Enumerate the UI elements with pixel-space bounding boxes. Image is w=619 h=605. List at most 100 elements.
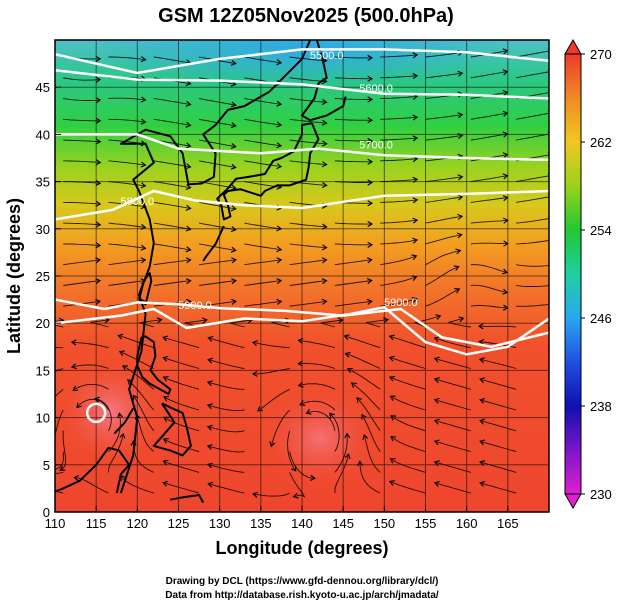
x-tick-label: 110 (45, 516, 66, 531)
wind-streamline-arrow-icon (305, 408, 312, 415)
streamline (334, 77, 372, 80)
streamline (71, 341, 109, 349)
streamline (380, 158, 418, 162)
wind-streamline-arrow-icon (206, 444, 213, 450)
wind-streamline-arrow-icon (458, 316, 465, 323)
wind-streamline-arrow-icon (479, 397, 486, 404)
wind-streamline-arrow-icon (321, 140, 328, 147)
streamline (153, 56, 191, 64)
wind-streamline-arrow-icon (269, 441, 276, 448)
streamline (479, 420, 517, 432)
contour-label: 5900.0 (178, 300, 212, 312)
streamline (363, 434, 381, 473)
streamline (380, 75, 418, 79)
streamline (389, 376, 426, 390)
streamline (470, 219, 508, 224)
streamline (207, 445, 245, 453)
wind-streamline-arrow-icon (433, 418, 440, 425)
colorbar-top-arrow (564, 38, 582, 55)
wind-streamline-arrow-icon (388, 480, 395, 486)
streamline (334, 222, 373, 225)
streamline (108, 222, 146, 228)
streamline (74, 477, 109, 494)
streamline (298, 383, 336, 390)
wind-streamline-arrow-icon (59, 465, 66, 471)
wind-streamline-arrow-icon (230, 205, 237, 212)
wind-streamline-arrow-icon (457, 213, 464, 220)
streamline (289, 56, 327, 62)
streamline (63, 160, 101, 163)
streamline (118, 334, 154, 349)
x-tick-label: 120 (126, 516, 148, 531)
streamline (516, 175, 549, 183)
streamline (289, 472, 306, 498)
streamline (122, 365, 155, 390)
wind-streamline-arrow-icon (251, 370, 258, 377)
streamline (199, 259, 236, 266)
coastline (55, 40, 347, 504)
streamline (470, 71, 508, 79)
streamline (516, 303, 549, 307)
streamline (108, 433, 124, 473)
streamline (380, 219, 418, 224)
streamline (479, 482, 517, 494)
wind-streamline-arrow-icon (433, 480, 440, 487)
streamline (329, 412, 340, 452)
streamline (479, 358, 517, 369)
y-tick-label: 5 (43, 458, 50, 473)
colorbar-tick-label: 246 (590, 311, 612, 326)
wind-streamline-arrow-icon (185, 80, 192, 87)
wind-streamline-arrow-icon (206, 380, 213, 387)
contour-label: 5800.0 (121, 196, 155, 208)
wind-streamline-arrow-icon (185, 257, 192, 264)
wind-streamline-arrow-icon (185, 204, 192, 211)
streamline (380, 298, 417, 307)
wind-streamline-arrow-icon (27, 341, 32, 346)
streamline (63, 280, 101, 286)
streamline (108, 181, 146, 187)
wind-streamline-arrow-icon (162, 355, 169, 362)
streamline (108, 160, 146, 166)
streamline (516, 264, 549, 267)
streamline (199, 98, 236, 106)
colorbar-tick-label: 230 (590, 487, 612, 502)
wind-streamline-arrow-icon (73, 475, 80, 482)
wind-streamline-arrow-icon (162, 438, 169, 444)
streamline (516, 239, 549, 245)
wind-streamline-arrow-icon (117, 333, 124, 340)
streamline (380, 137, 418, 141)
streamline (479, 440, 517, 453)
streamline (390, 436, 426, 453)
wind-streamline-arrow-icon (162, 480, 169, 487)
wind-streamline-arrow-icon (292, 492, 299, 499)
streamline (434, 399, 471, 411)
chart-title: GSM 12Z05Nov2025 (500.0hPa) (158, 5, 454, 27)
streamline (425, 134, 463, 141)
wind-streamline-arrow-icon (457, 112, 464, 119)
streamline (63, 201, 101, 205)
streamline (470, 305, 508, 309)
wind-streamline-arrow-icon (95, 221, 102, 228)
streamline (470, 175, 508, 183)
streamline (380, 95, 418, 99)
wind-streamline-arrow-icon (367, 221, 374, 228)
y-tick-label: 15 (36, 363, 50, 378)
streamline (351, 382, 381, 411)
streamline (108, 280, 146, 286)
wind-streamline-arrow-icon (367, 96, 374, 103)
streamline (244, 160, 282, 168)
streamline (434, 378, 471, 390)
wind-streamline-arrow-icon (121, 365, 128, 371)
streamline (72, 383, 109, 391)
streamline (344, 335, 381, 349)
streamline (153, 259, 191, 266)
wind-streamline-arrow-icon (162, 376, 169, 382)
streamline (199, 139, 236, 148)
coastline-segment (136, 335, 172, 395)
wind-streamline-arrow-icon (455, 248, 462, 255)
streamline (108, 259, 146, 266)
streamline (153, 243, 191, 251)
wind-streamline-arrow-icon (457, 194, 464, 201)
wind-streamline-arrow-icon (367, 241, 374, 248)
wind-streamline-arrow-icon (95, 242, 102, 249)
